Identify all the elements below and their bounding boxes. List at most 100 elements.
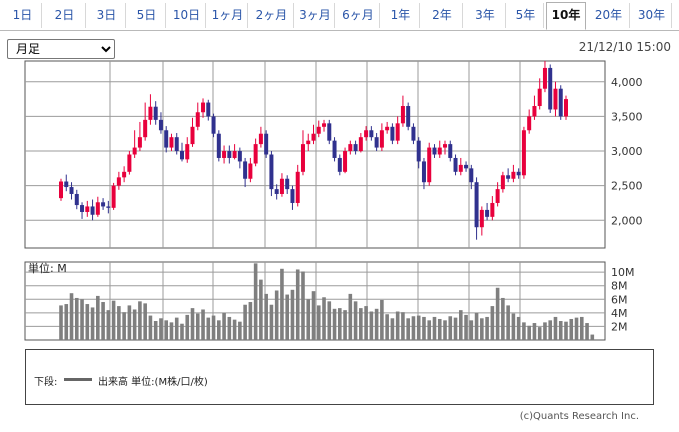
- volume-bar: [569, 318, 574, 340]
- price-panel-frame: [24, 60, 606, 249]
- period-tabs: 1日 2日 3日 5日 10日 1ヶ月 2ヶ月 3ヶ月 6ヶ月 1年 2年 3年 5年 10年 20年 30年: [0, 0, 679, 31]
- volume-bar: [432, 316, 437, 340]
- volume-tick-label: 10M: [611, 266, 635, 279]
- legend-prefix: 下段:: [34, 377, 58, 388]
- volume-bar: [164, 320, 169, 340]
- tab-7[interactable]: 2ヶ月: [250, 3, 294, 28]
- volume-bar: [201, 309, 205, 340]
- tab-8[interactable]: 3ヶ月: [296, 3, 335, 28]
- tab-15[interactable]: 20年: [588, 3, 630, 28]
- candle-body: [537, 88, 542, 107]
- candle-body: [358, 137, 363, 152]
- candle-body: [421, 161, 426, 183]
- candle-body: [116, 177, 121, 186]
- tab-16[interactable]: 30年: [632, 3, 672, 28]
- legend-volume-label: 出来高 単位:(M株/口/枚): [98, 377, 208, 388]
- volume-bar: [274, 290, 279, 340]
- timestamp: 21/12/10 15:00: [578, 40, 671, 54]
- volume-bar: [248, 302, 253, 340]
- volume-bar: [143, 303, 147, 340]
- candle-body: [195, 112, 200, 127]
- candle-body: [158, 119, 163, 131]
- volume-unit-label: 単位: M: [28, 261, 67, 275]
- candle-body: [206, 102, 211, 117]
- tab-13[interactable]: 5年: [508, 3, 544, 28]
- candle-body: [127, 154, 132, 172]
- tab-4[interactable]: 5日: [128, 3, 166, 28]
- tab-11[interactable]: 2年: [422, 3, 463, 28]
- volume-bar: [448, 316, 453, 340]
- candle-body: [90, 206, 95, 215]
- volume-bar: [280, 268, 284, 340]
- candle-body: [243, 161, 248, 179]
- candle-body: [500, 175, 505, 190]
- volume-bar: [206, 317, 211, 340]
- candle-body: [490, 202, 495, 217]
- volume-bar: [180, 323, 184, 340]
- volume-bar: [138, 301, 142, 340]
- volume-bar: [311, 291, 316, 340]
- candle-body: [248, 163, 253, 179]
- legend-volume-swatch: [64, 378, 92, 381]
- volume-bar: [532, 323, 537, 340]
- volume-bar: [411, 316, 416, 340]
- volume-bar: [348, 293, 353, 340]
- volume-bar: [485, 316, 489, 340]
- volume-bar: [253, 263, 258, 340]
- tab-12[interactable]: 3年: [465, 3, 506, 28]
- candle-body: [85, 206, 90, 212]
- candle-body: [253, 144, 258, 164]
- price-tick-label: 3,000: [611, 145, 643, 158]
- volume-bar: [316, 305, 321, 340]
- candle-body: [169, 137, 174, 148]
- volume-bar: [390, 318, 395, 340]
- volume-bar: [490, 306, 495, 340]
- candle-body: [521, 130, 526, 176]
- volume-bar: [453, 317, 458, 340]
- tab-1[interactable]: 1日: [4, 3, 42, 28]
- tab-2[interactable]: 2日: [44, 3, 86, 28]
- volume-bar: [259, 279, 263, 340]
- candle-body: [553, 88, 558, 110]
- candle-body: [364, 130, 369, 138]
- volume-bar: [464, 314, 468, 340]
- volume-bar: [127, 305, 132, 340]
- volume-bar: [469, 320, 474, 340]
- volume-bar: [159, 318, 163, 340]
- candle-body: [216, 133, 221, 158]
- candle-body: [264, 133, 269, 155]
- volume-bar: [564, 321, 568, 340]
- candle-body: [527, 116, 532, 131]
- x-tick-label: 2015: [199, 343, 227, 345]
- candle-body: [311, 133, 316, 141]
- candle-body: [437, 147, 442, 155]
- volume-tick-label: 4M: [611, 307, 628, 320]
- volume-bar: [480, 318, 484, 340]
- candle-body: [153, 106, 158, 120]
- candle-body: [432, 147, 437, 155]
- volume-bar: [322, 297, 326, 340]
- volume-bar: [548, 320, 553, 340]
- period-select[interactable]: 月足: [7, 39, 115, 59]
- tab-14[interactable]: 10年: [546, 2, 586, 30]
- candle-body: [59, 181, 63, 199]
- candle-body: [137, 137, 142, 148]
- candle-body: [448, 144, 453, 158]
- tab-10[interactable]: 1年: [382, 3, 420, 28]
- candle-body: [464, 164, 469, 169]
- candle-body: [343, 151, 348, 172]
- tab-9[interactable]: 6ヶ月: [337, 3, 380, 28]
- volume-bar: [327, 301, 332, 340]
- candle-body: [516, 171, 521, 176]
- candle-body: [511, 171, 516, 179]
- tab-5[interactable]: 10日: [168, 3, 206, 28]
- candle-body: [164, 130, 169, 148]
- volume-bar: [506, 305, 510, 340]
- volume-bar: [374, 308, 379, 340]
- volume-bar: [353, 301, 358, 340]
- volume-bar: [190, 308, 195, 340]
- tab-3[interactable]: 3日: [88, 3, 126, 28]
- tab-6[interactable]: 1ヶ月: [208, 3, 248, 28]
- volume-bar: [301, 271, 305, 340]
- candle-body: [269, 154, 274, 190]
